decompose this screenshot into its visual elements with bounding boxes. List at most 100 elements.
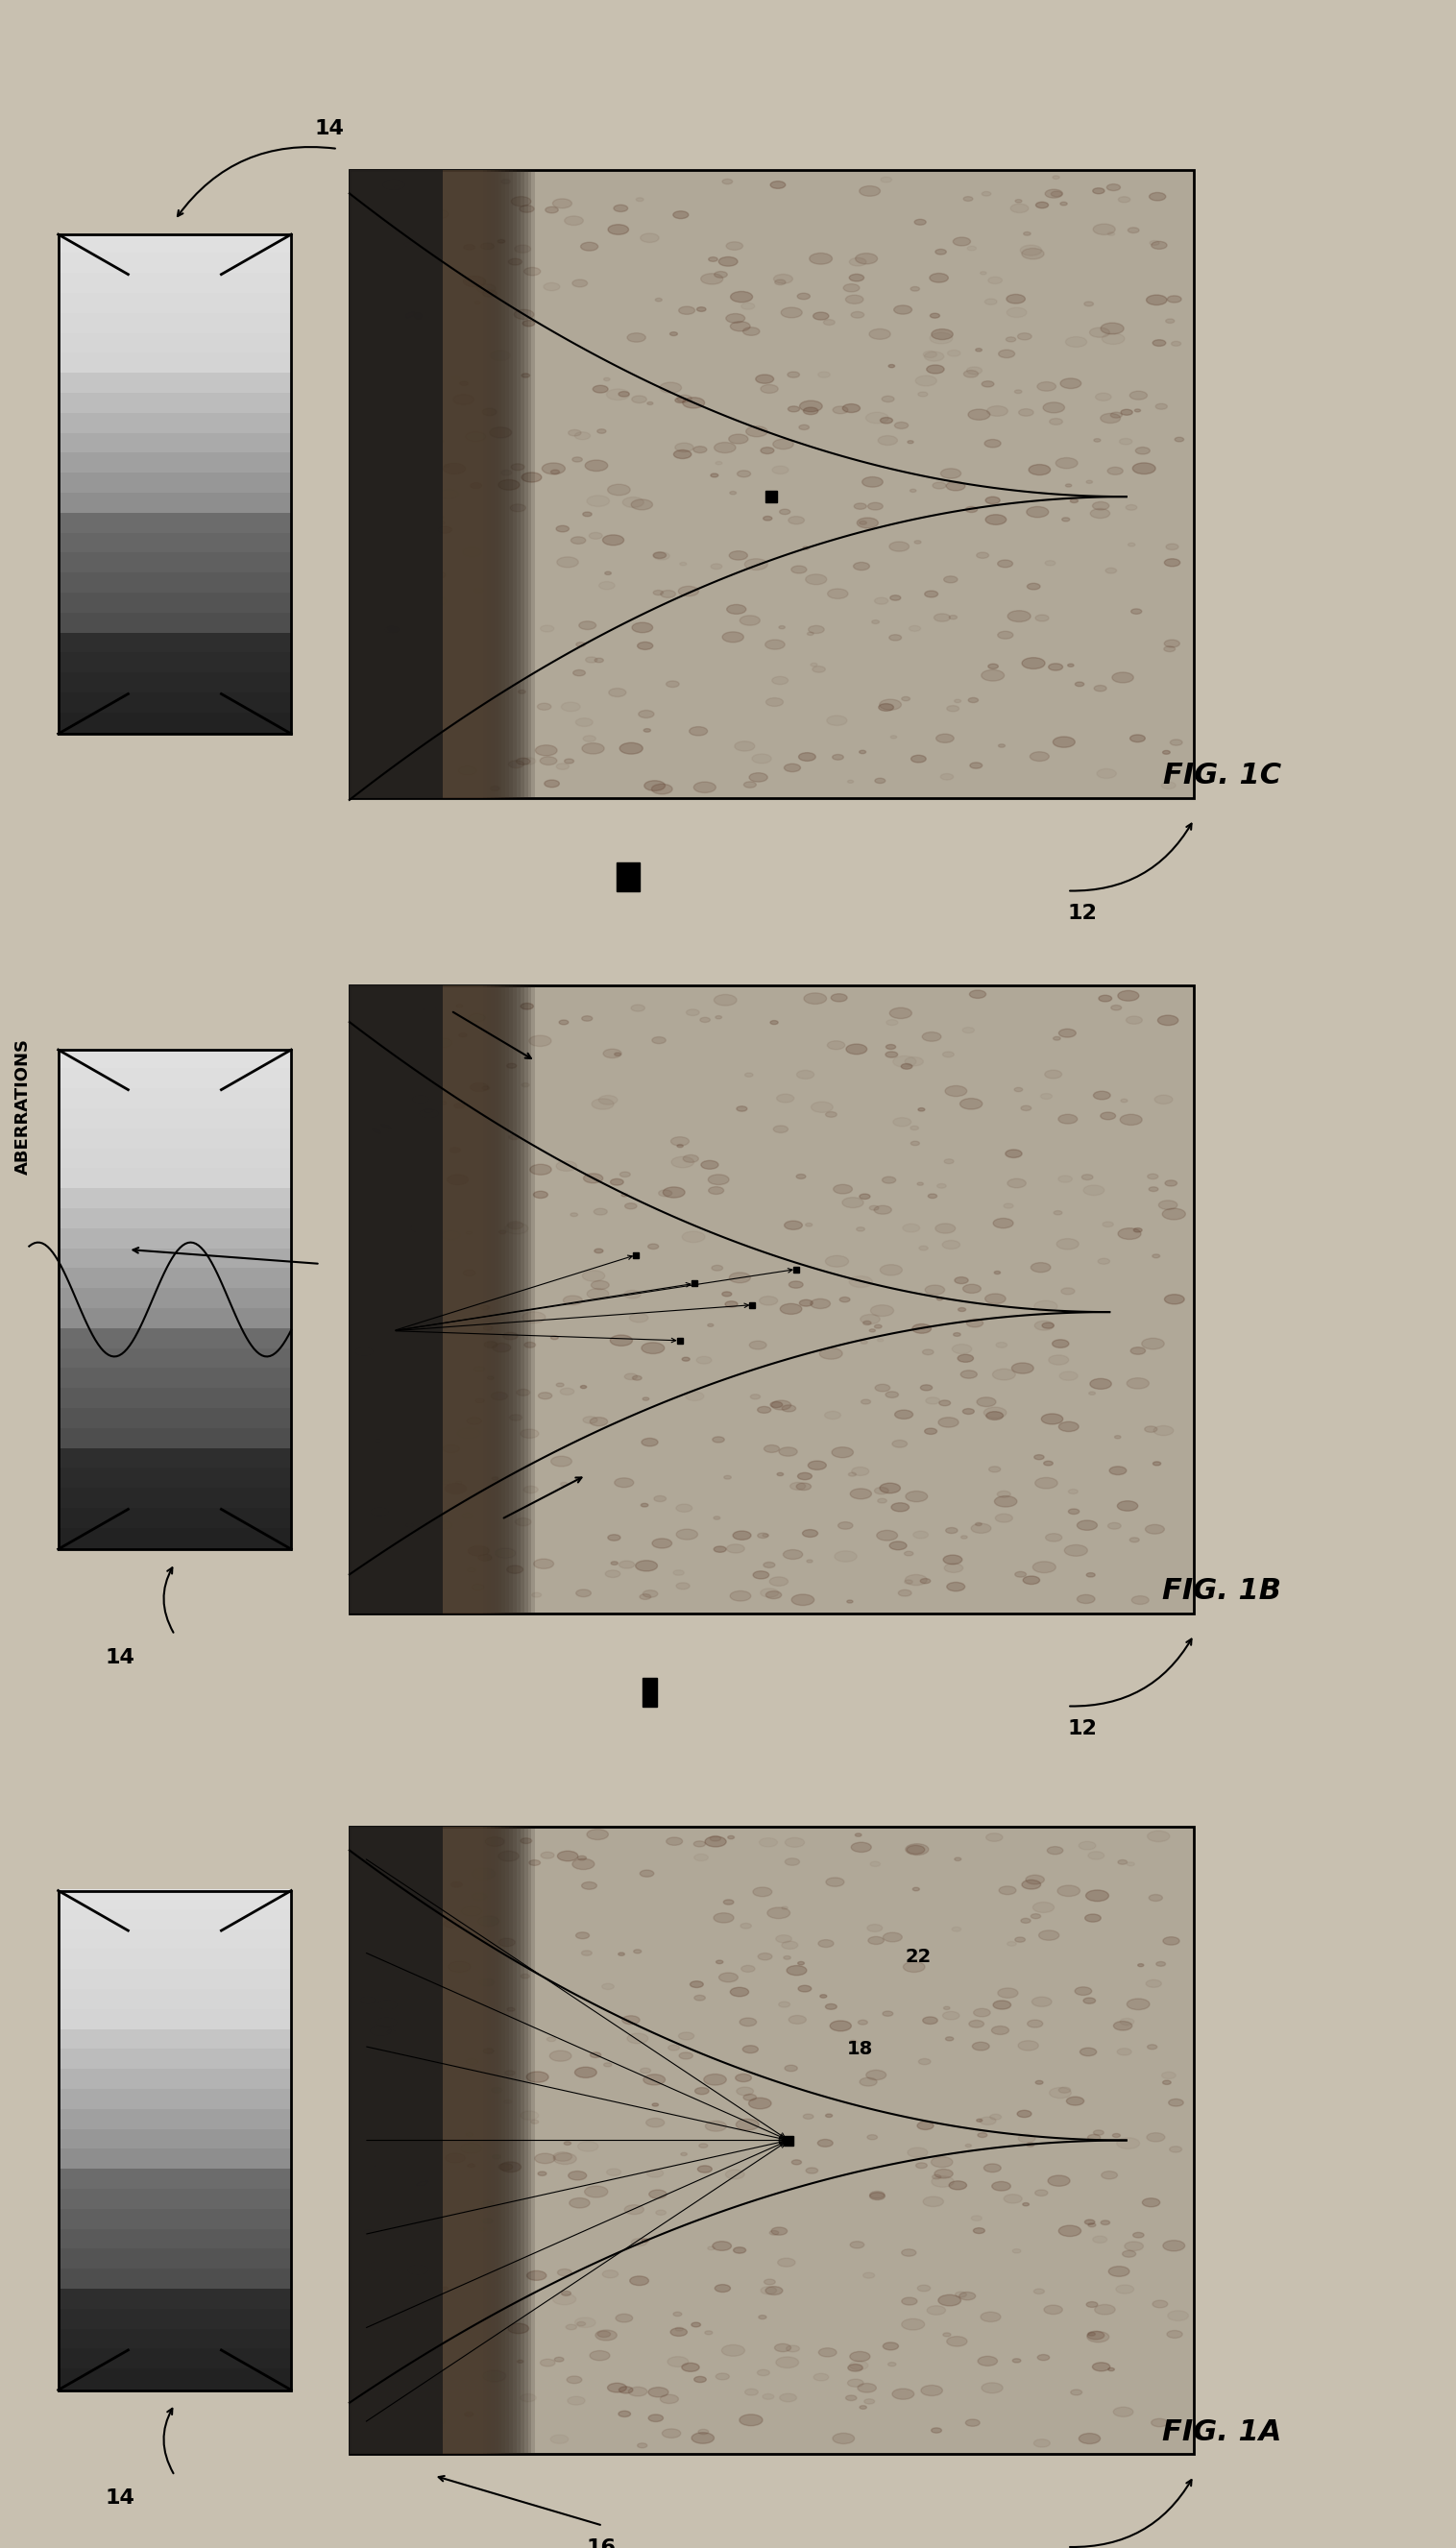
- Circle shape: [715, 273, 728, 278]
- Circle shape: [814, 2372, 828, 2380]
- Circle shape: [482, 290, 496, 298]
- Circle shape: [1066, 2097, 1083, 2105]
- Circle shape: [654, 553, 667, 558]
- Circle shape: [846, 1045, 866, 1055]
- Circle shape: [466, 431, 486, 441]
- Circle shape: [859, 1195, 871, 1200]
- Circle shape: [700, 1017, 711, 1022]
- Circle shape: [1128, 543, 1136, 545]
- Circle shape: [676, 1582, 690, 1590]
- Circle shape: [962, 1284, 981, 1294]
- Circle shape: [986, 1412, 1003, 1419]
- Circle shape: [1168, 296, 1181, 303]
- Bar: [58, 372, 291, 395]
- Circle shape: [763, 517, 772, 520]
- Circle shape: [466, 1231, 472, 1233]
- Circle shape: [639, 1870, 654, 1878]
- Circle shape: [400, 1592, 408, 1595]
- Circle shape: [584, 2186, 607, 2196]
- Circle shape: [970, 762, 983, 769]
- Circle shape: [1022, 657, 1045, 670]
- Circle shape: [384, 1845, 403, 1855]
- Circle shape: [992, 2181, 1010, 2191]
- Circle shape: [1050, 2087, 1072, 2097]
- Circle shape: [498, 2163, 513, 2171]
- Circle shape: [646, 2168, 664, 2179]
- Circle shape: [729, 1271, 750, 1282]
- Circle shape: [741, 1924, 751, 1929]
- Circle shape: [1112, 673, 1134, 683]
- Circle shape: [456, 1480, 462, 1483]
- Text: FIG. 1B: FIG. 1B: [1162, 1577, 1281, 1605]
- Circle shape: [539, 1391, 552, 1399]
- Circle shape: [769, 2230, 779, 2235]
- Circle shape: [619, 2410, 630, 2418]
- Circle shape: [1130, 1348, 1146, 1356]
- Circle shape: [1121, 410, 1133, 415]
- Circle shape: [798, 1985, 811, 1993]
- Bar: [349, 171, 510, 798]
- Circle shape: [1089, 1391, 1095, 1394]
- Circle shape: [609, 224, 629, 234]
- Text: FIG. 1A: FIG. 1A: [1162, 2418, 1281, 2446]
- Circle shape: [850, 2352, 871, 2362]
- Bar: [349, 986, 510, 1613]
- Circle shape: [1143, 2199, 1160, 2207]
- Circle shape: [582, 1417, 597, 1424]
- Circle shape: [907, 1845, 925, 1855]
- Circle shape: [402, 1226, 416, 1233]
- Circle shape: [397, 1167, 403, 1170]
- Circle shape: [440, 489, 459, 499]
- Circle shape: [638, 642, 652, 650]
- Bar: [58, 1488, 291, 1508]
- Circle shape: [550, 1457, 572, 1468]
- Text: ABERRATIONS: ABERRATIONS: [15, 1040, 32, 1175]
- Circle shape: [820, 1995, 827, 1998]
- Circle shape: [1114, 2408, 1133, 2416]
- Circle shape: [456, 1004, 463, 1006]
- Circle shape: [745, 2390, 759, 2395]
- Circle shape: [999, 744, 1005, 747]
- Circle shape: [1045, 189, 1063, 199]
- Circle shape: [917, 2122, 933, 2130]
- Circle shape: [863, 1320, 871, 1325]
- Circle shape: [563, 2140, 571, 2145]
- Circle shape: [453, 377, 460, 380]
- Circle shape: [1035, 614, 1048, 622]
- Circle shape: [981, 191, 992, 196]
- Circle shape: [671, 1136, 689, 1147]
- Circle shape: [818, 1939, 834, 1947]
- Circle shape: [877, 1531, 897, 1542]
- Circle shape: [946, 1529, 958, 1534]
- Bar: [349, 1827, 513, 2454]
- Circle shape: [756, 375, 773, 382]
- Circle shape: [932, 2176, 941, 2179]
- Circle shape: [590, 1417, 607, 1427]
- Bar: [58, 2110, 291, 2130]
- Circle shape: [556, 558, 578, 568]
- Circle shape: [745, 426, 767, 436]
- Circle shape: [855, 252, 878, 265]
- Circle shape: [945, 1085, 967, 1096]
- Circle shape: [833, 405, 847, 413]
- Circle shape: [641, 2069, 651, 2074]
- Circle shape: [1120, 1113, 1142, 1126]
- Circle shape: [750, 1394, 760, 1399]
- Circle shape: [1118, 991, 1139, 1001]
- Circle shape: [727, 604, 745, 614]
- Circle shape: [572, 1857, 594, 1870]
- Circle shape: [1079, 2433, 1101, 2444]
- Circle shape: [852, 1468, 869, 1475]
- Circle shape: [693, 1842, 706, 1847]
- Circle shape: [482, 408, 496, 415]
- Circle shape: [936, 734, 954, 741]
- Circle shape: [1059, 1422, 1079, 1432]
- Bar: [349, 171, 498, 798]
- Circle shape: [575, 2319, 596, 2329]
- Circle shape: [1095, 2303, 1115, 2314]
- Circle shape: [731, 321, 750, 331]
- Bar: [349, 1827, 505, 2454]
- Circle shape: [364, 2230, 373, 2235]
- Circle shape: [1037, 382, 1056, 390]
- Circle shape: [681, 2153, 687, 2156]
